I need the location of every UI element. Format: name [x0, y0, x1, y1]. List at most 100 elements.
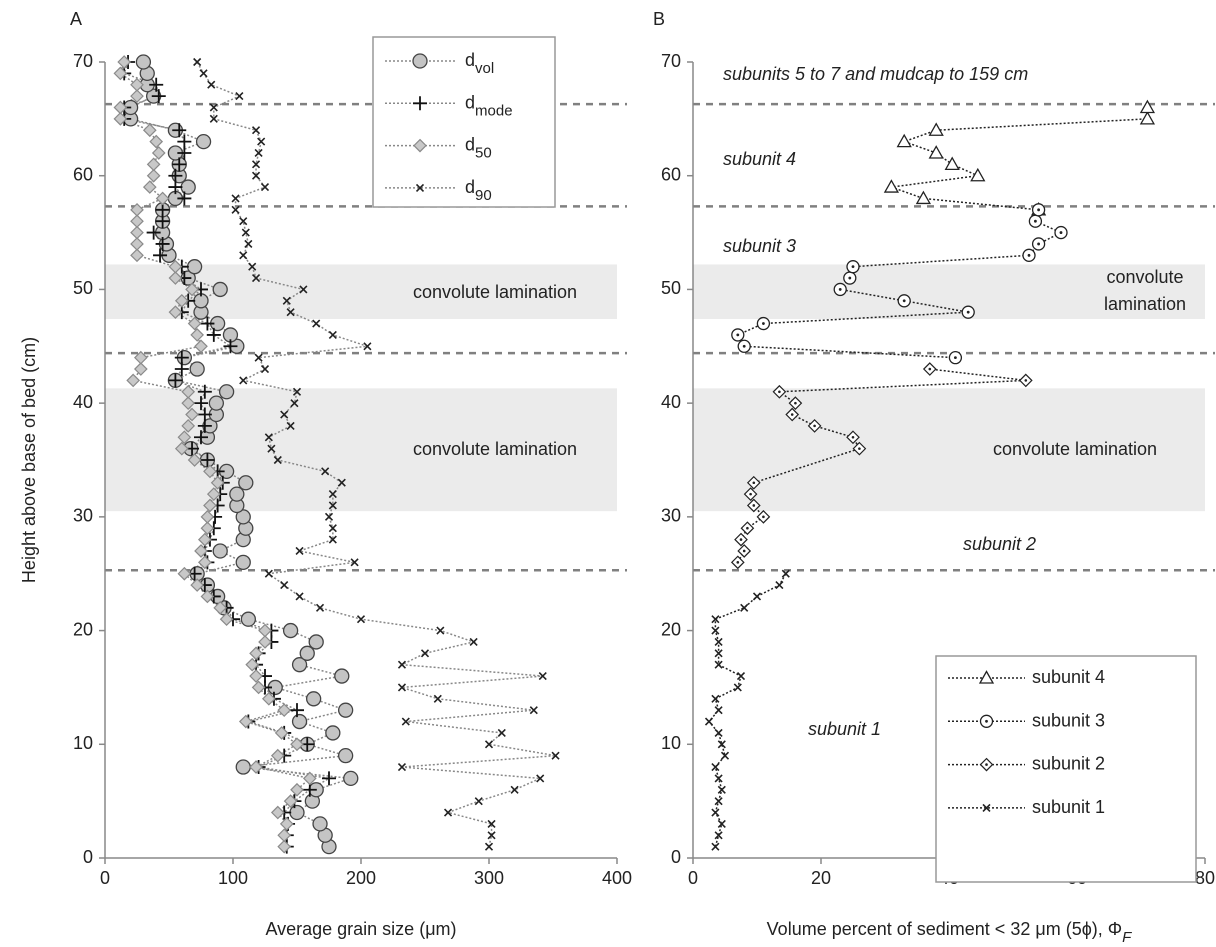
y-axis-label: Height above base of bed (cm)	[19, 337, 39, 583]
data-point	[177, 430, 192, 445]
data-point	[177, 134, 192, 149]
data-point	[846, 430, 860, 445]
data-point	[944, 156, 960, 170]
legend-marker	[415, 183, 425, 192]
data-point	[756, 316, 771, 331]
data-point	[190, 578, 205, 592]
data-point	[200, 316, 215, 331]
data-point	[206, 327, 221, 342]
data-point	[130, 202, 144, 217]
data-point	[484, 842, 494, 851]
data-point	[756, 510, 771, 524]
x-tick-label: 0	[100, 868, 110, 888]
y-tick-label: 50	[661, 278, 681, 298]
data-point	[194, 339, 208, 354]
data-point	[443, 808, 453, 817]
annotation: convolute lamination	[413, 282, 577, 302]
data-point	[1022, 248, 1036, 262]
legend-marker	[982, 803, 991, 812]
data-point	[151, 89, 166, 104]
data-point	[133, 350, 148, 365]
panel-label: B	[653, 9, 665, 29]
legend-symbol	[979, 757, 994, 772]
data-point	[1031, 203, 1046, 217]
data-point	[714, 706, 723, 715]
data-point	[711, 694, 720, 703]
data-point	[146, 225, 161, 240]
data-point	[1028, 214, 1043, 228]
data-point	[126, 373, 141, 388]
data-point	[197, 532, 212, 547]
data-point	[734, 532, 748, 547]
data-point	[401, 717, 410, 726]
data-point	[922, 362, 937, 376]
data-point	[264, 569, 273, 578]
data-point	[174, 441, 189, 456]
x-tick-label: 20	[811, 868, 831, 888]
data-point	[223, 339, 238, 354]
legend-label: subunit 3	[1032, 710, 1105, 730]
data-point	[229, 486, 245, 502]
data-point	[235, 509, 251, 525]
data-point	[238, 714, 253, 729]
data-point	[244, 239, 253, 249]
data-point	[785, 407, 800, 422]
data-point	[277, 703, 292, 718]
x-axis-label: Average grain size (μm)	[265, 919, 456, 939]
data-point	[295, 546, 304, 556]
data-point	[168, 259, 183, 274]
legend-subscript: 50	[475, 145, 492, 162]
data-point	[487, 819, 496, 828]
legend-label: d50	[465, 134, 492, 162]
data-point	[714, 649, 723, 658]
data-point	[168, 271, 183, 285]
data-point	[529, 706, 538, 715]
data-point	[251, 680, 266, 695]
data-point	[219, 612, 234, 627]
data-point	[711, 808, 720, 817]
x-axis-label: Volume percent of sediment < 32 μm (5ϕ),…	[767, 919, 1132, 947]
data-point	[328, 501, 337, 510]
y-tick-label: 40	[661, 392, 681, 412]
data-point	[290, 399, 299, 408]
data-point	[248, 262, 257, 271]
data-point	[397, 762, 407, 772]
data-point	[194, 396, 208, 411]
data-point	[258, 635, 272, 649]
data-point	[961, 305, 975, 319]
data-point	[185, 282, 199, 297]
data-point	[305, 691, 322, 707]
y-tick-label: 40	[73, 392, 93, 412]
data-point	[714, 831, 723, 840]
data-point	[195, 133, 212, 150]
data-point	[436, 626, 445, 635]
data-point	[289, 804, 305, 821]
data-point	[883, 179, 900, 193]
legend-box	[935, 655, 1197, 883]
data-point	[312, 319, 321, 328]
data-point	[711, 626, 720, 635]
data-point	[274, 726, 289, 740]
data-point	[190, 328, 205, 342]
data-point	[153, 248, 168, 263]
shaded-band	[693, 388, 1205, 512]
data-point	[1054, 225, 1068, 240]
data-point	[1139, 111, 1156, 125]
data-point	[833, 282, 847, 297]
data-point	[714, 660, 723, 669]
data-point	[743, 487, 758, 501]
data-point	[277, 839, 292, 854]
data-point	[207, 80, 216, 89]
legend-symbol	[412, 53, 428, 69]
data-point	[286, 421, 295, 430]
data-point	[209, 114, 218, 123]
data-point	[174, 293, 189, 308]
data-point	[254, 148, 263, 158]
data-point	[308, 634, 324, 650]
legend-label: subunit 1	[1032, 797, 1105, 817]
data-point	[334, 668, 350, 684]
legend-label: subunit 4	[1032, 667, 1105, 687]
y-tick-label: 20	[73, 619, 93, 639]
legend-symbol	[979, 714, 994, 728]
legend-name: d	[465, 50, 475, 70]
